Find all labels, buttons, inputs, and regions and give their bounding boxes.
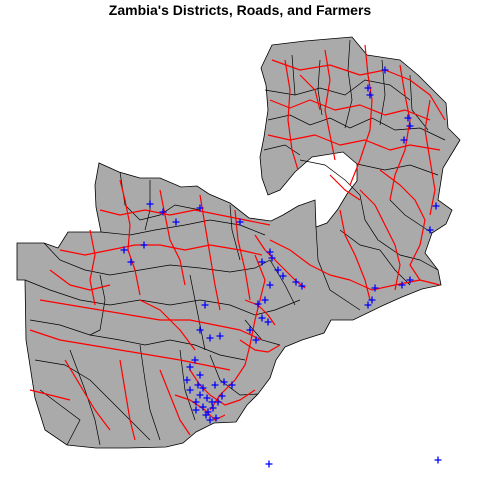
farmer-marker [254,300,262,308]
farmer-markers [120,66,442,468]
farmer-marker [406,276,414,284]
roads [29,44,446,441]
farmer-marker [264,318,272,326]
farmer-marker [209,404,217,412]
farmer-marker [140,241,148,249]
farmer-marker [172,218,180,226]
farmer-marker [212,414,220,422]
farmer-marker [292,278,300,286]
farmer-marker [191,356,199,364]
farmer-marker [120,246,128,254]
farmer-marker [258,258,266,266]
farmer-marker [274,266,282,274]
farmer-marker [236,218,244,226]
farmer-marker [218,392,226,400]
farmer-marker [206,416,214,424]
farmer-marker [268,254,276,262]
farmer-marker [432,202,440,210]
farmer-marker [216,332,224,340]
farmer-marker [364,301,372,309]
farmer-marker [368,296,376,304]
farmer-marker [183,376,191,384]
farmer-marker [206,334,214,342]
farmer-marker [266,248,274,256]
farmer-marker [199,403,207,411]
farmer-marker [298,282,306,290]
farmer-marker [196,391,204,399]
farmer-marker [192,406,200,414]
farmer-marker [196,371,204,379]
farmer-marker [201,301,209,309]
map-title-text: Zambia's Districts, Roads, and Farmers [109,2,372,18]
farmer-marker [186,386,194,394]
farmer-marker [434,456,442,464]
farmer-marker [159,208,167,216]
farmer-marker [202,411,210,419]
farmer-marker [426,226,434,234]
farmer-marker [228,381,236,389]
farmer-marker [211,381,219,389]
farmer-marker [196,204,204,212]
farmer-marker [192,398,200,406]
farmer-marker [371,284,379,292]
farmer-marker [199,384,207,392]
farmer-marker [381,66,389,74]
farmer-marker [127,258,135,266]
farmer-marker [246,326,254,334]
farmer-marker [214,398,222,406]
farmer-marker [203,394,211,402]
farmer-marker [252,336,260,344]
farmer-marker [404,114,412,122]
farmer-marker [208,398,216,406]
farmer-marker [196,326,204,334]
district-boundaries [24,39,446,446]
farmer-marker [279,272,287,280]
farmer-marker [266,281,274,289]
farmer-marker [146,200,154,208]
farmer-marker [261,296,269,304]
farmer-marker [400,136,408,144]
farmer-marker [220,378,228,386]
farmer-marker [186,363,194,371]
farmer-marker [406,122,414,130]
farmer-marker [194,381,202,389]
farmer-marker [265,460,273,468]
farmer-marker [258,314,266,322]
farmer-marker [366,91,374,99]
farmer-marker [398,281,406,289]
farmer-marker [364,84,372,92]
